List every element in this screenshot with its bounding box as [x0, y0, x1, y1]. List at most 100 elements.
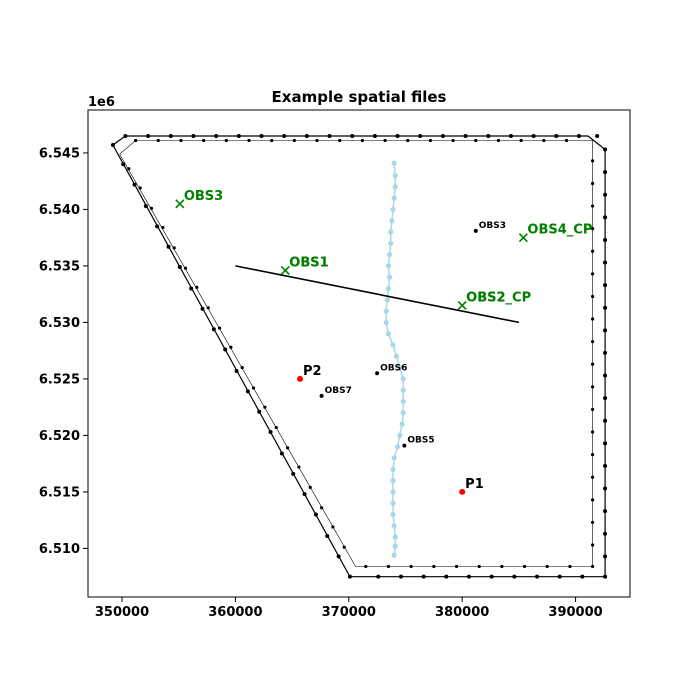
- y-tick-label: 6.510: [39, 542, 80, 557]
- obs-cross-marker: [518, 233, 528, 243]
- obs-cross-label-overlay: OBS2: [466, 290, 505, 305]
- outer-boundary-point: [302, 492, 307, 497]
- inner-boundary-point: [342, 545, 346, 549]
- obs-cross-label: OBS1: [289, 255, 328, 270]
- inner-boundary-point: [590, 475, 595, 479]
- obs-label: OBS7: [325, 386, 352, 396]
- stream-point: [390, 511, 396, 518]
- y-tick: 6.520: [39, 429, 88, 444]
- y-tick: 6.530: [39, 316, 88, 331]
- obs-point: [473, 228, 478, 233]
- plot-area: P1P2OBS3OBS6OBS7OBS5OBS3OBS1OBS1OBS2_CPO…: [110, 133, 608, 579]
- outer-boundary-point: [531, 133, 536, 138]
- inner-boundary-point: [496, 138, 501, 143]
- inner-boundary-point: [217, 326, 222, 330]
- stream-point: [390, 466, 396, 472]
- x-tick: 370000: [322, 597, 376, 620]
- inner-boundary-point: [590, 362, 595, 366]
- stream-point: [391, 523, 397, 529]
- outer-boundary-point: [191, 133, 196, 138]
- obs-cross-marker: [280, 265, 290, 276]
- outer-boundary-point: [121, 162, 126, 167]
- x-tick-label: 390000: [548, 605, 602, 620]
- inner-boundary-point: [590, 407, 595, 412]
- stream-point: [384, 297, 390, 303]
- x-tick-label: 380000: [435, 605, 489, 620]
- outer-boundary-point: [595, 133, 600, 138]
- outer-boundary-point: [603, 373, 608, 378]
- point-marker: [459, 488, 466, 495]
- inner-boundary-point: [138, 186, 142, 190]
- inner-boundary-point: [522, 564, 527, 569]
- obs-cross-label: OBS4_CP: [527, 223, 592, 238]
- outer-boundary-point: [603, 328, 608, 333]
- y-tick: 6.545: [39, 146, 88, 161]
- inner-boundary-point: [477, 564, 481, 569]
- outer-boundary-point: [603, 350, 608, 355]
- outer-boundary-point: [486, 133, 491, 138]
- stream-point: [385, 263, 392, 269]
- obs-cross-label: OBS2_CP: [466, 290, 531, 305]
- inner-boundary-point: [590, 498, 595, 502]
- inner-boundary-point: [206, 306, 210, 310]
- inner-boundary-point: [172, 246, 176, 250]
- y-tick-label: 6.520: [39, 429, 80, 444]
- y-axis-offset-label: 1e6: [88, 95, 115, 110]
- inner-boundary-point: [179, 138, 183, 143]
- y-tick: 6.525: [39, 372, 88, 387]
- outer-boundary-point: [603, 554, 608, 559]
- outer-boundary-point: [189, 286, 194, 291]
- inner-boundary-point: [519, 138, 523, 143]
- stream-point: [392, 534, 398, 540]
- y-tick-label: 6.530: [39, 316, 80, 331]
- stream-point: [390, 500, 396, 506]
- inner-boundary-point: [297, 465, 301, 469]
- x-axis: 350000 360000 370000 380000 390000: [95, 597, 603, 620]
- inner-boundary-point: [542, 138, 546, 143]
- outer-boundary-point: [168, 133, 173, 138]
- inner-boundary-point: [308, 485, 312, 489]
- outer-boundary-point: [395, 133, 400, 138]
- stream-point: [385, 285, 392, 292]
- point-label: P1: [465, 477, 484, 492]
- inner-boundary-point: [564, 138, 569, 143]
- outer-boundary-point: [132, 182, 137, 187]
- inner-boundary-point: [134, 138, 138, 143]
- outer-boundary-point: [603, 215, 608, 220]
- outer-boundary-point: [327, 133, 332, 138]
- outer-boundary-point: [211, 327, 216, 332]
- y-tick-label: 6.525: [39, 372, 80, 387]
- inner-boundary-point: [183, 266, 188, 270]
- outer-boundary-point: [155, 224, 160, 229]
- stream-point: [400, 398, 406, 405]
- outer-boundary-point: [143, 204, 148, 209]
- stream-point: [383, 308, 389, 314]
- stream-point: [393, 353, 400, 359]
- cross-stroke: [518, 233, 528, 243]
- stream-point: [391, 160, 397, 166]
- outer-boundary-point: [291, 471, 296, 476]
- x-tick-label: 370000: [322, 605, 376, 620]
- outer-boundary-point: [268, 430, 273, 435]
- stream-point: [389, 218, 395, 224]
- stream-point: [392, 543, 398, 549]
- outer-boundary-point: [463, 133, 468, 138]
- inner-boundary-point: [292, 138, 296, 143]
- cross-stroke: [175, 199, 185, 209]
- stream-point: [388, 240, 394, 246]
- outer-boundary-point: [123, 133, 128, 138]
- inner-boundary-point: [331, 525, 335, 529]
- stream-point: [391, 552, 397, 558]
- inner-boundary-point: [451, 138, 455, 143]
- y-tick-label: 6.545: [39, 146, 80, 161]
- stream-point: [400, 387, 406, 393]
- stream-point: [390, 206, 396, 213]
- obs-point: [375, 371, 380, 376]
- outer-boundary-point: [580, 574, 585, 579]
- outer-boundary-point: [603, 192, 608, 197]
- inner-boundary-point: [386, 564, 391, 569]
- inner-boundary-point: [338, 138, 342, 143]
- inner-boundary-point: [247, 138, 251, 143]
- outer-boundary-point: [444, 574, 449, 579]
- y-tick: 6.540: [39, 203, 88, 218]
